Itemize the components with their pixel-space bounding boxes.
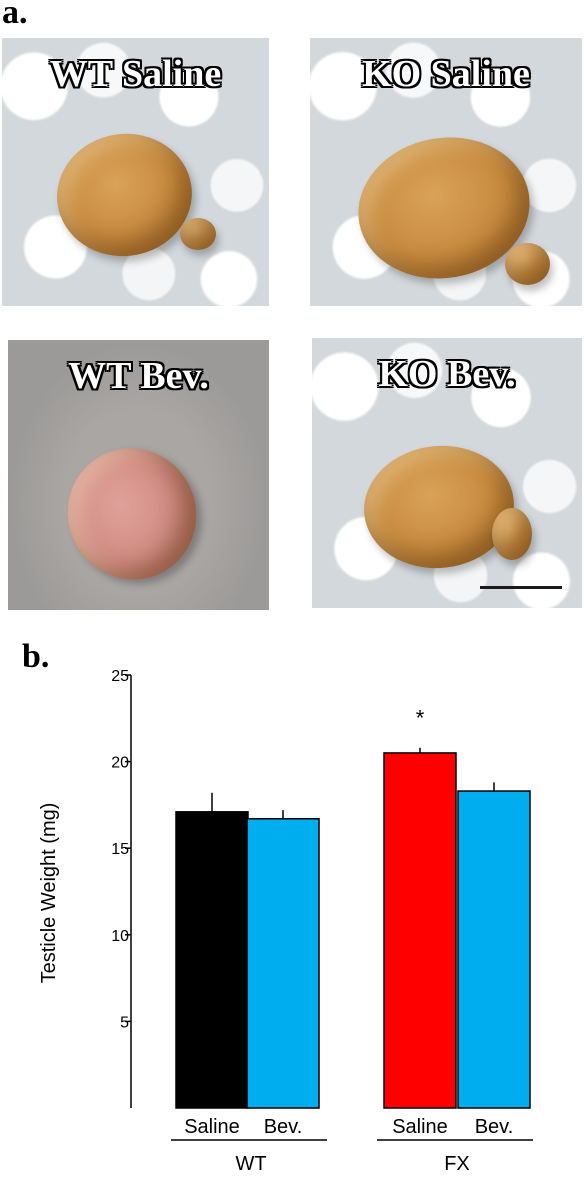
significance-marker: * — [416, 706, 425, 731]
photo-label: KO Bev. — [378, 353, 516, 395]
bar-fx-saline — [383, 752, 457, 1109]
epididymis-image — [180, 218, 216, 250]
photo-ko-bev: KO Bev. — [312, 338, 582, 608]
bar-fx-bev — [457, 790, 531, 1109]
panel-b-letter: b. — [22, 638, 50, 675]
y-tick-label: 10 — [111, 928, 129, 945]
panel-a-letter: a. — [2, 0, 28, 31]
y-tick-label: 20 — [111, 755, 129, 772]
group-label-wt: WT — [235, 1153, 266, 1175]
bar-category-label: Bev. — [264, 1116, 303, 1138]
photo-label: WT Bev. — [68, 355, 209, 397]
y-tick-label: 15 — [111, 841, 129, 858]
group-label-fx: FX — [444, 1153, 470, 1175]
epididymis-image — [505, 243, 550, 285]
bar-category-label: Saline — [184, 1116, 240, 1138]
epididymis-image — [492, 508, 532, 560]
photo-label: KO Saline — [362, 53, 530, 95]
y-tick-label: 5 — [120, 1014, 129, 1031]
y-tick-label: 25 — [111, 668, 129, 685]
photo-wt-bev: WT Bev. — [8, 340, 269, 610]
scale-bar — [480, 586, 562, 589]
photo-label: WT Saline — [49, 53, 222, 95]
photo-wt-saline: WT Saline — [2, 38, 269, 306]
bar-wt-saline — [175, 811, 249, 1109]
bar-category-label: Bev. — [475, 1116, 514, 1138]
bar-wt-bev — [246, 818, 320, 1109]
photo-ko-saline: KO Saline — [310, 38, 582, 306]
bar-category-label: Saline — [392, 1116, 448, 1138]
y-axis-title: Testicle Weight (mg) — [38, 803, 60, 984]
